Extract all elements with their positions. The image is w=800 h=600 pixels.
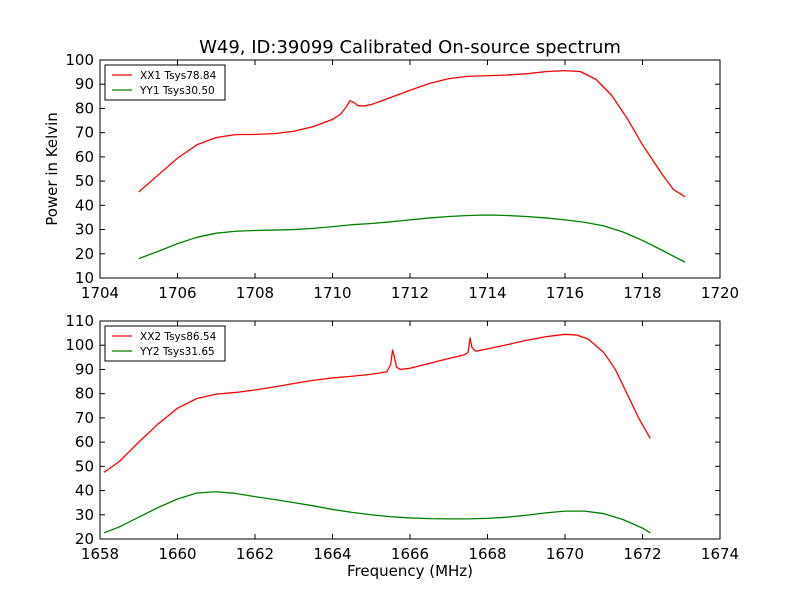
x-tick-label: 1704 (81, 284, 119, 302)
y-axis-label: Power in Kelvin (43, 112, 61, 226)
x-tick-label: 1708 (236, 284, 274, 302)
x-tick-label: 1664 (313, 545, 351, 563)
bottom-spectrum-panel: 1658 1660 1662 1664 1666 1668 1670 1672 1674 20 30… (65, 312, 739, 580)
legend: XX2 Tsys86.54 YY2 Tsys31.65 (104, 325, 226, 362)
series-line-xx (138, 70, 686, 198)
x-tick-label: 1710 (313, 284, 351, 302)
top-spectrum-panel: 1704 1706 1708 1710 1712 1714 1716 1718 1720 10 20… (43, 51, 739, 302)
x-tick-label: 1670 (546, 545, 584, 563)
y-tick-label: 20 (75, 530, 94, 548)
y-tick-label: 100 (65, 336, 94, 354)
y-tick-label: 80 (75, 385, 94, 403)
series-line-yy (103, 491, 651, 534)
y-tick-label: 30 (75, 221, 94, 239)
x-tick-label: 1660 (158, 545, 196, 563)
x-tick-label: 1706 (158, 284, 196, 302)
y-tick-label: 50 (75, 172, 94, 190)
legend-box (104, 325, 226, 362)
y-tick-label: 40 (75, 196, 94, 214)
x-tick-label: 1718 (623, 284, 661, 302)
legend-box (104, 64, 226, 101)
y-tick-label: 50 (75, 457, 94, 475)
y-tick-label: 90 (75, 75, 94, 93)
y-tick-label: 30 (75, 506, 94, 524)
y-tick-label: 10 (75, 269, 94, 287)
x-tick-label: 1716 (546, 284, 584, 302)
x-tick-label: 1668 (468, 545, 506, 563)
legend: XX1 Tsys78.84 YY1 Tsys30.50 (104, 64, 226, 101)
x-tick-label: 1712 (391, 284, 429, 302)
y-tick-label: 100 (65, 51, 94, 69)
series-line-yy (138, 214, 686, 263)
x-tick-label: 1720 (701, 284, 739, 302)
series-line-xx (103, 333, 651, 473)
x-tick-label: 1714 (468, 284, 506, 302)
legend-entry-yy: YY2 Tsys31.65 (139, 346, 215, 358)
y-tick-label: 70 (75, 409, 94, 427)
y-tick-label: 110 (65, 312, 94, 330)
x-tick-label: 1666 (391, 545, 429, 563)
legend-entry-xx: XX1 Tsys78.84 (140, 70, 217, 82)
x-tick-label: 1672 (623, 545, 661, 563)
y-tick-label: 20 (75, 245, 94, 263)
y-tick-label: 40 (75, 482, 94, 500)
y-tick-label: 60 (75, 148, 94, 166)
y-tick-label: 90 (75, 360, 94, 378)
x-tick-label: 1662 (236, 545, 274, 563)
x-tick-label: 1674 (701, 545, 739, 563)
figure-title: W49, ID:39099 Calibrated On-source spect… (199, 37, 621, 58)
y-tick-label: 70 (75, 124, 94, 142)
y-tick-label: 60 (75, 433, 94, 451)
legend-entry-xx: XX2 Tsys86.54 (140, 331, 217, 343)
y-tick-label: 80 (75, 99, 94, 117)
x-axis-label: Frequency (MHz) (347, 562, 473, 580)
x-tick-label: 1658 (81, 545, 119, 563)
legend-entry-yy: YY1 Tsys30.50 (139, 85, 215, 97)
